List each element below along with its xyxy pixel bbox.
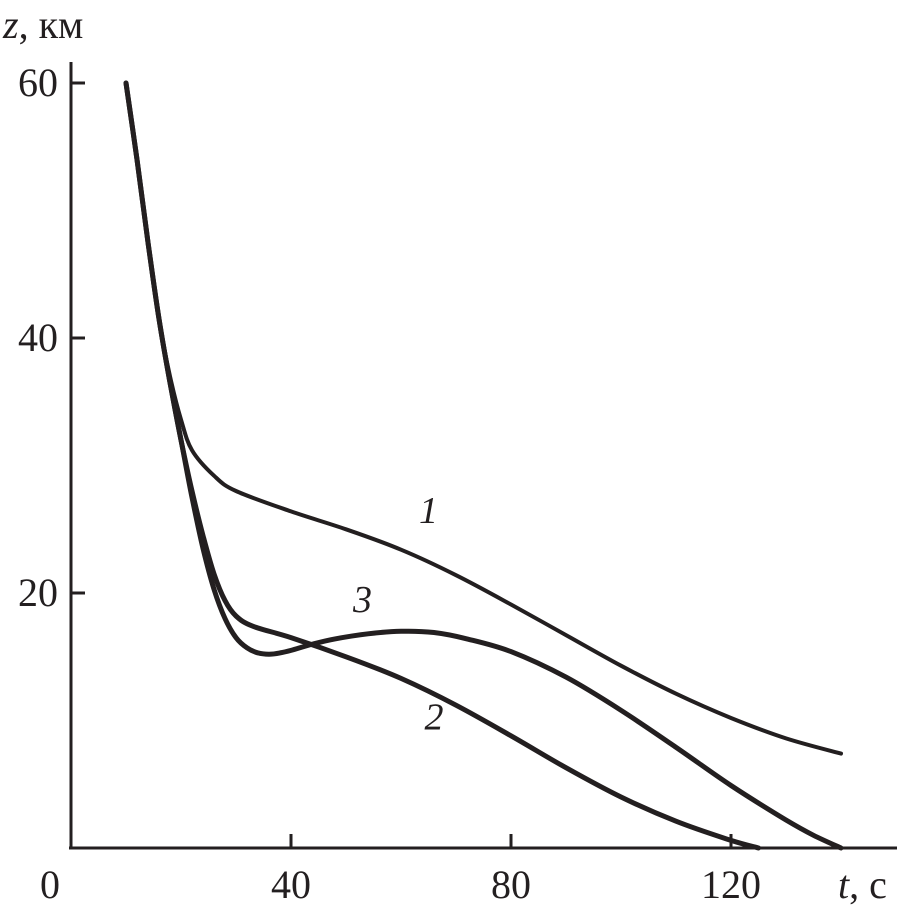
x-axis-unit: , с xyxy=(849,862,887,907)
y-tick-label: 60 xyxy=(18,60,58,105)
series-label-2: 2 xyxy=(425,696,444,738)
series-line-1 xyxy=(124,81,843,756)
y-tick-label: 20 xyxy=(18,570,58,615)
y-axis-title: z, км xyxy=(2,2,83,47)
y-tick-label: 40 xyxy=(18,315,58,360)
x-tick-label: 80 xyxy=(491,862,531,907)
x-tick-label: 0 xyxy=(40,862,60,907)
x-tick-label: 120 xyxy=(701,862,761,907)
x-axis-variable: t xyxy=(838,862,850,907)
x-tick-label: 40 xyxy=(271,862,311,907)
series-labels: 1 2 3 xyxy=(352,490,444,739)
y-axis-variable: z xyxy=(2,2,19,47)
series-label-3: 3 xyxy=(352,579,372,621)
series-layer xyxy=(123,80,844,851)
series-label-1: 1 xyxy=(419,490,438,532)
y-axis-unit: , км xyxy=(19,2,84,47)
x-axis-title: t, с xyxy=(838,862,887,907)
series-line-3 xyxy=(123,80,844,851)
ticks: 0 40 80 120 20 40 60 xyxy=(18,60,761,907)
